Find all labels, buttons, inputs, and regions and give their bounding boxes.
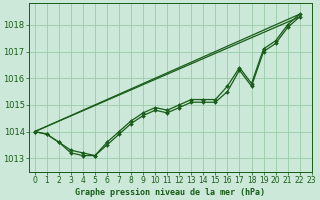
X-axis label: Graphe pression niveau de la mer (hPa): Graphe pression niveau de la mer (hPa) bbox=[75, 188, 265, 197]
